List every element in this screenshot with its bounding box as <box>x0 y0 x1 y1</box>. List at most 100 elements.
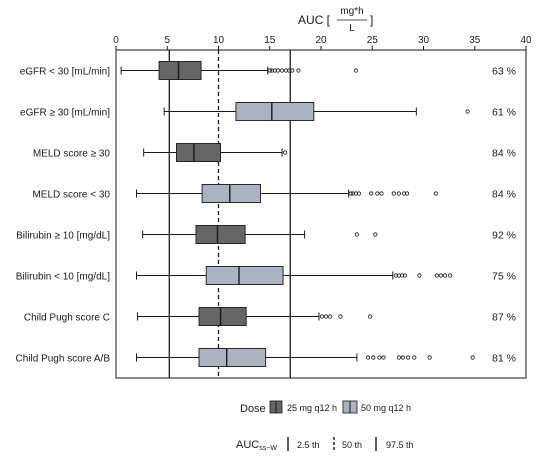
percent-label: 61 % <box>492 107 516 119</box>
outlier-point <box>275 68 281 73</box>
box-iqr <box>235 102 315 121</box>
outlier-point <box>296 68 301 73</box>
outlier-point <box>427 355 432 360</box>
outlier-point <box>328 314 333 319</box>
group-label: Child Pugh score A/B <box>16 354 111 365</box>
group-row: eGFR ≥ 30 [mL/min] 61 % <box>20 102 516 121</box>
outlier-point <box>396 191 401 196</box>
outlier-point <box>404 191 410 196</box>
outlier-point <box>465 109 470 114</box>
title-unit-denominator: L <box>349 23 355 34</box>
outlier-point <box>375 191 380 196</box>
outlier-point <box>412 355 417 360</box>
dose-legend: Dose 25 mg q12 h 50 mg q12 h <box>240 400 411 415</box>
dose-legend-label-25mg: 25 mg q12 h <box>287 403 337 413</box>
auc-legend-label-2-5th: 2.5 th <box>297 440 320 450</box>
outlier-point <box>379 191 384 196</box>
x-tick-label: 25 <box>367 35 379 46</box>
x-tick-label: 0 <box>113 35 119 46</box>
outlier-point <box>438 273 444 278</box>
outlier-point <box>377 355 382 360</box>
percent-label: 81 % <box>492 353 516 365</box>
x-tick-label: 10 <box>213 35 225 46</box>
box-iqr <box>195 225 246 244</box>
outlier-point <box>434 273 439 278</box>
reference-lines <box>168 50 291 378</box>
x-tick-label: 35 <box>469 35 481 46</box>
group-label: eGFR < 30 [mL/min] <box>20 67 111 78</box>
dose-legend-title: Dose <box>240 403 266 415</box>
outlier-point <box>448 273 453 278</box>
percent-label: 92 % <box>492 230 516 242</box>
percent-label: 63 % <box>492 66 516 78</box>
group-row: MELD score < 30 84 % <box>32 184 516 203</box>
outlier-point <box>279 68 285 73</box>
box-iqr <box>198 348 267 367</box>
outlier-point <box>283 150 288 155</box>
group-label: MELD score ≥ 30 <box>33 149 111 160</box>
auc-legend-title: AUCss−W <box>236 439 277 452</box>
outlier-point <box>381 355 386 360</box>
chart-title: AUC [ mg*h L ] <box>298 6 373 34</box>
group-row: eGFR < 30 [mL/min] 63 % <box>20 61 516 80</box>
group-row: MELD score ≥ 30 84 % <box>33 143 516 162</box>
group-label: Bilirubin < 10 [mg/dL] <box>16 272 110 283</box>
outlier-point <box>290 68 295 73</box>
outlier-point <box>324 314 329 319</box>
outlier-point <box>356 191 362 196</box>
x-tick-label: 30 <box>418 35 430 46</box>
group-row: Child Pugh score C 87 % <box>24 307 516 326</box>
x-axis-ticks: 0 5 10 15 20 25 30 35 40 <box>113 35 532 50</box>
box-iqr <box>205 266 284 285</box>
box-iqr <box>158 61 202 80</box>
outlier-point <box>373 232 378 237</box>
outlier-point <box>366 355 371 360</box>
outlier-point <box>319 314 325 319</box>
outlier-point <box>406 355 411 360</box>
outlier-point <box>470 355 475 360</box>
dose-legend-label-50mg: 50 mg q12 h <box>361 403 411 413</box>
outlier-point <box>442 273 448 278</box>
outlier-point <box>353 68 358 73</box>
box-iqr <box>201 184 261 203</box>
x-tick-label: 20 <box>315 35 327 46</box>
outlier-point <box>417 273 422 278</box>
group-label: MELD score < 30 <box>32 190 110 201</box>
box-iqr <box>176 143 222 162</box>
group-row: Child Pugh score A/B 81 % <box>16 348 516 367</box>
plot-frame <box>115 49 527 379</box>
outlier-point <box>402 273 408 278</box>
box-iqr <box>198 307 247 326</box>
outlier-point <box>371 355 376 360</box>
percent-label: 87 % <box>492 312 516 324</box>
auc-percentile-legend: AUCss−W 2.5 th 50 th 97.5 th <box>236 437 414 452</box>
group-label: Child Pugh score C <box>24 313 110 324</box>
title-prefix: AUC [ <box>298 13 331 27</box>
outlier-point <box>368 314 373 319</box>
x-tick-label: 5 <box>164 35 170 46</box>
auc-legend-label-50th: 50 th <box>342 440 362 450</box>
outlier-point <box>400 355 406 360</box>
outlier-point <box>338 314 343 319</box>
group-label: Bilirubin ≥ 10 [mg/dL] <box>16 231 110 242</box>
outlier-point <box>369 191 374 196</box>
percent-label: 84 % <box>492 148 516 160</box>
outlier-point <box>267 68 272 73</box>
percent-label: 84 % <box>492 189 516 201</box>
title-unit-numerator: mg*h <box>340 6 363 17</box>
auc-legend-label-97-5th: 97.5 th <box>386 440 414 450</box>
x-tick-label: 40 <box>520 35 532 46</box>
outlier-point <box>433 191 438 196</box>
outlier-point <box>354 232 359 237</box>
auc-legend-title-main: AUC <box>236 439 259 451</box>
group-row: Bilirubin ≥ 10 [mg/dL] 92 % <box>16 225 516 244</box>
outlier-point <box>348 191 353 196</box>
title-suffix: ] <box>370 13 373 27</box>
group-label: eGFR ≥ 30 [mL/min] <box>20 108 110 119</box>
box-groups: eGFR < 30 [mL/min] 63 % eGFR ≥ 30 [mL/min]… <box>16 61 516 367</box>
x-tick-label: 15 <box>264 35 276 46</box>
percent-label: 75 % <box>492 271 516 283</box>
outlier-point <box>391 191 396 196</box>
group-row: Bilirubin < 10 [mg/dL] 75 % <box>16 266 516 285</box>
